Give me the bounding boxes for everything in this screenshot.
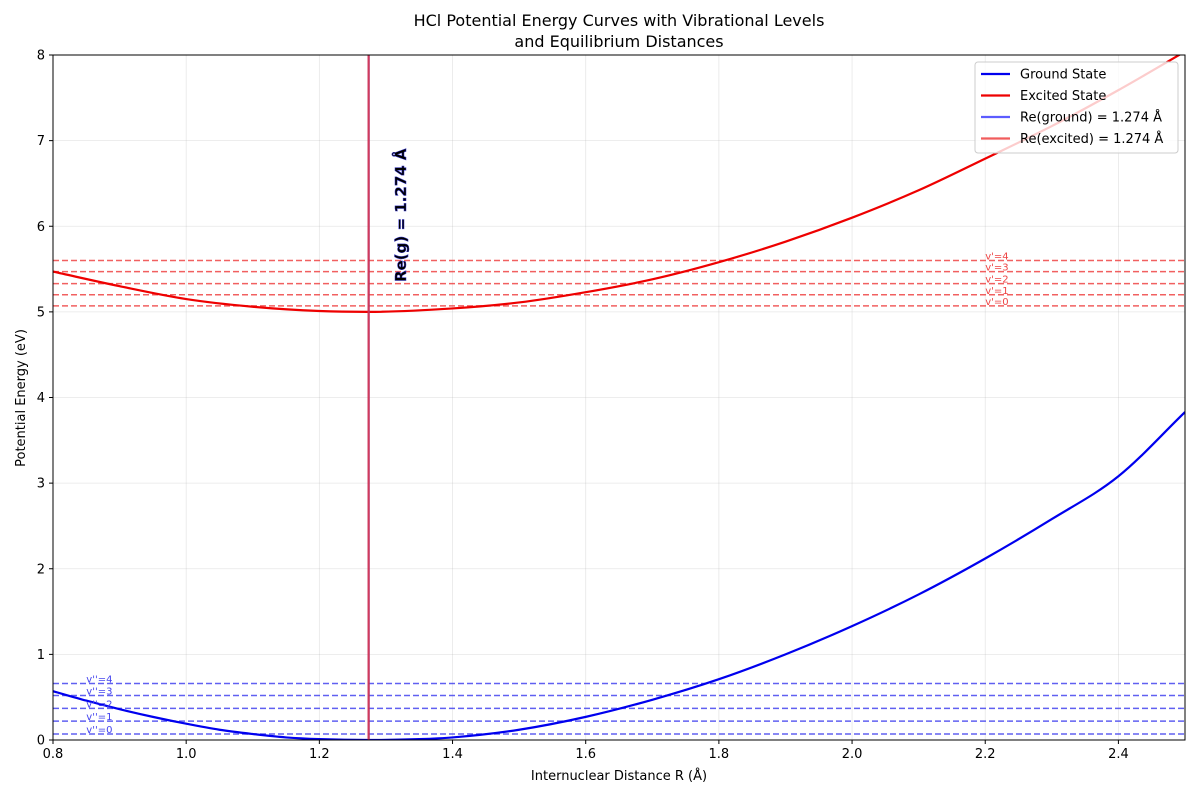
excited-vibrational-level-label: v'=1 — [985, 286, 1008, 297]
legend-excited-state: Excited State — [981, 89, 1106, 104]
y-tick-label: 7 — [37, 134, 45, 149]
y-axis-label: Potential Energy (eV) — [14, 329, 29, 467]
y-tick-label: 1 — [37, 648, 45, 663]
chart-title-line-1: HCl Potential Energy Curves with Vibrati… — [414, 11, 825, 30]
x-tick-label: 1.4 — [442, 747, 463, 762]
y-tick-label: 5 — [37, 305, 45, 320]
y-tick-label: 2 — [37, 562, 45, 577]
legend: Ground State Excited State Re(ground) = 1.… — [974, 61, 1179, 154]
ground-vibrational-level-label: v''=2 — [86, 699, 112, 710]
equilibrium-annotation: Re(g) = 1.274 Å — [391, 148, 410, 282]
legend-re-ground: Re(ground) = 1.274 Å — [981, 110, 1162, 126]
x-tick-label: 1.6 — [575, 747, 596, 762]
legend-re-excited-label: Re(excited) = 1.274 Å — [1020, 131, 1163, 147]
vibrational-levels — [53, 259, 1185, 735]
x-tick-label: 1.0 — [176, 747, 197, 762]
chart-title-line-2: and Equilibrium Distances — [514, 32, 723, 51]
x-tick-label: 2.2 — [975, 747, 996, 762]
x-tick-label: 1.8 — [709, 747, 730, 762]
legend-excited-state-label: Excited State — [1020, 89, 1106, 104]
legend-ground-state-label: Ground State — [1020, 68, 1106, 83]
y-tick-label: 8 — [37, 49, 45, 64]
y-tick-label: 0 — [37, 734, 45, 749]
legend-box — [974, 61, 1179, 154]
x-axis-label: Internuclear Distance R (Å) — [531, 768, 707, 784]
x-axis-ticks: 0.8 1.0 1.2 1.4 1.6 1.8 2.0 2.2 2.4 — [43, 740, 1129, 762]
vibrational-level-labels: v''=0v''=1v''=2v''=3v''=4v'=0v'=1v'=2v'=… — [86, 252, 1008, 737]
excited-vibrational-level-label: v'=2 — [985, 275, 1008, 286]
ground-state-curve — [53, 411, 1185, 740]
legend-ground-state: Ground State — [981, 68, 1106, 83]
x-tick-label: 2.4 — [1108, 747, 1129, 762]
legend-re-excited: Re(excited) = 1.274 Å — [981, 131, 1163, 147]
excited-vibrational-level-label: v'=4 — [985, 252, 1008, 263]
excited-vibrational-level-label: v'=3 — [985, 263, 1008, 274]
y-tick-label: 4 — [37, 391, 45, 406]
excited-vibrational-level-label: v'=0 — [985, 297, 1008, 308]
y-tick-label: 6 — [37, 220, 45, 235]
excited-state-curve — [53, 55, 1182, 313]
legend-re-ground-label: Re(ground) = 1.274 Å — [1020, 110, 1162, 126]
x-tick-label: 2.0 — [842, 747, 863, 762]
plot-area: v''=0v''=1v''=2v''=3v''=4v'=0v'=1v'=2v'=… — [52, 54, 1185, 741]
x-tick-label: 0.8 — [43, 747, 64, 762]
ground-vibrational-level-label: v''=0 — [86, 725, 112, 736]
ground-vibrational-level-label: v''=3 — [86, 686, 112, 697]
ground-vibrational-level-label: v''=1 — [86, 712, 112, 723]
x-tick-label: 1.2 — [309, 747, 330, 762]
y-axis-ticks: 0 1 2 3 4 5 6 7 8 — [37, 49, 53, 749]
ground-vibrational-level-label: v''=4 — [86, 674, 112, 685]
y-tick-label: 3 — [37, 477, 45, 492]
potential-curves — [53, 55, 1185, 740]
grid — [52, 54, 1185, 741]
